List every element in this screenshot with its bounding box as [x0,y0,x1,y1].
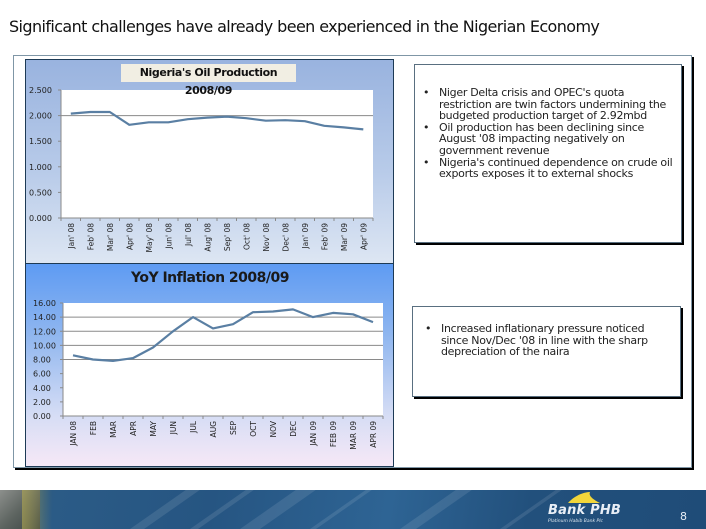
svg-text:FEB 09: FEB 09 [329,421,338,447]
oil-bullet-3: • Nigeria's continued dependence on crude… [423,155,673,181]
svg-text:MAR 09: MAR 09 [349,421,358,450]
svg-text:Jun' 08: Jun' 08 [164,223,173,250]
svg-text:Dec' 08: Dec' 08 [281,223,290,252]
svg-text:SEP: SEP [229,421,238,435]
logo-tagline: Platinum Habib Bank Plc [548,519,603,524]
inflation-bullet-1: • Increased inflationary pressure noticed… [425,322,648,359]
svg-text:AUG: AUG [209,421,218,438]
svg-text:2.000: 2.000 [29,112,52,121]
svg-text:FEB: FEB [89,421,98,435]
svg-text:APR: APR [129,421,138,436]
inflation-chart-title: YoY Inflation 2008/09 [130,270,290,286]
oil-commentary-box: • Niger Delta crisis and OPEC's quota res… [414,64,682,243]
bank-phb-logo: Bank PHB Platinum Habib Bank Plc [548,492,638,526]
svg-text:Mar' 08: Mar' 08 [106,223,115,251]
inflation-commentary-box: • Increased inflationary pressure noticed… [412,306,681,397]
svg-text:0.500: 0.500 [29,188,52,197]
logo-name: Bank PHB [548,503,622,518]
svg-text:6.00: 6.00 [33,370,51,379]
footer-streak [370,490,486,529]
bullet-icon: • [425,322,432,335]
svg-text:10.00: 10.00 [33,341,56,350]
svg-text:Feb' 09: Feb' 09 [320,223,329,250]
svg-text:1.500: 1.500 [29,137,52,146]
svg-text:Mar' 09: Mar' 09 [340,223,349,251]
svg-text:Jan' 08: Jan' 08 [67,223,76,250]
svg-text:JAN 08: JAN 08 [69,421,78,447]
bullet-icon: • [423,120,430,134]
page-number: 8 [680,510,687,523]
svg-text:Aug' 08: Aug' 08 [203,223,212,252]
svg-text:0.000: 0.000 [29,214,52,223]
oil-bullet-2: • Oil production has been declining since… [423,120,645,157]
svg-text:8.00: 8.00 [33,356,51,365]
svg-text:0.00: 0.00 [33,412,51,421]
svg-text:Oct' 08: Oct' 08 [242,223,251,250]
svg-text:4.00: 4.00 [33,384,51,393]
svg-text:1.000: 1.000 [29,163,52,172]
svg-text:May' 08: May' 08 [145,223,154,253]
bullet-icon: • [423,155,430,169]
svg-text:12.00: 12.00 [33,327,56,336]
footer-streak [210,490,330,529]
svg-text:Jan' 09: Jan' 09 [301,223,310,250]
svg-text:MAR: MAR [109,421,118,438]
svg-text:JUL: JUL [189,420,198,434]
svg-text:14.00: 14.00 [33,313,56,322]
svg-text:Nov' 08: Nov' 08 [262,223,271,252]
footer-glow [22,490,52,529]
svg-text:OCT: OCT [249,421,258,437]
svg-text:2.500: 2.500 [29,86,52,95]
svg-text:APR 09: APR 09 [369,421,378,448]
svg-text:MAY: MAY [149,421,158,437]
oil-bullet-1: • Niger Delta crisis and OPEC's quota res… [423,86,666,123]
svg-text:JAN 09: JAN 09 [309,421,318,447]
bullet-icon: • [423,86,430,99]
logo-wing-icon [568,492,600,503]
svg-text:Apr' 09: Apr' 09 [359,223,368,250]
slide-title: Significant challenges have already been… [9,17,600,36]
svg-text:Feb' 08: Feb' 08 [86,223,95,250]
oil-chart-title: Nigeria's Oil Production 2008/09 [121,64,296,97]
svg-text:16.00: 16.00 [33,299,56,308]
svg-text:JUN: JUN [169,421,178,435]
svg-text:Sep' 08: Sep' 08 [223,223,232,251]
svg-text:NOV: NOV [269,420,278,437]
svg-text:Jul' 08: Jul' 08 [184,223,193,247]
svg-text:2.00: 2.00 [33,398,51,407]
svg-text:Apr' 08: Apr' 08 [125,223,134,250]
svg-text:DEC: DEC [289,421,298,437]
